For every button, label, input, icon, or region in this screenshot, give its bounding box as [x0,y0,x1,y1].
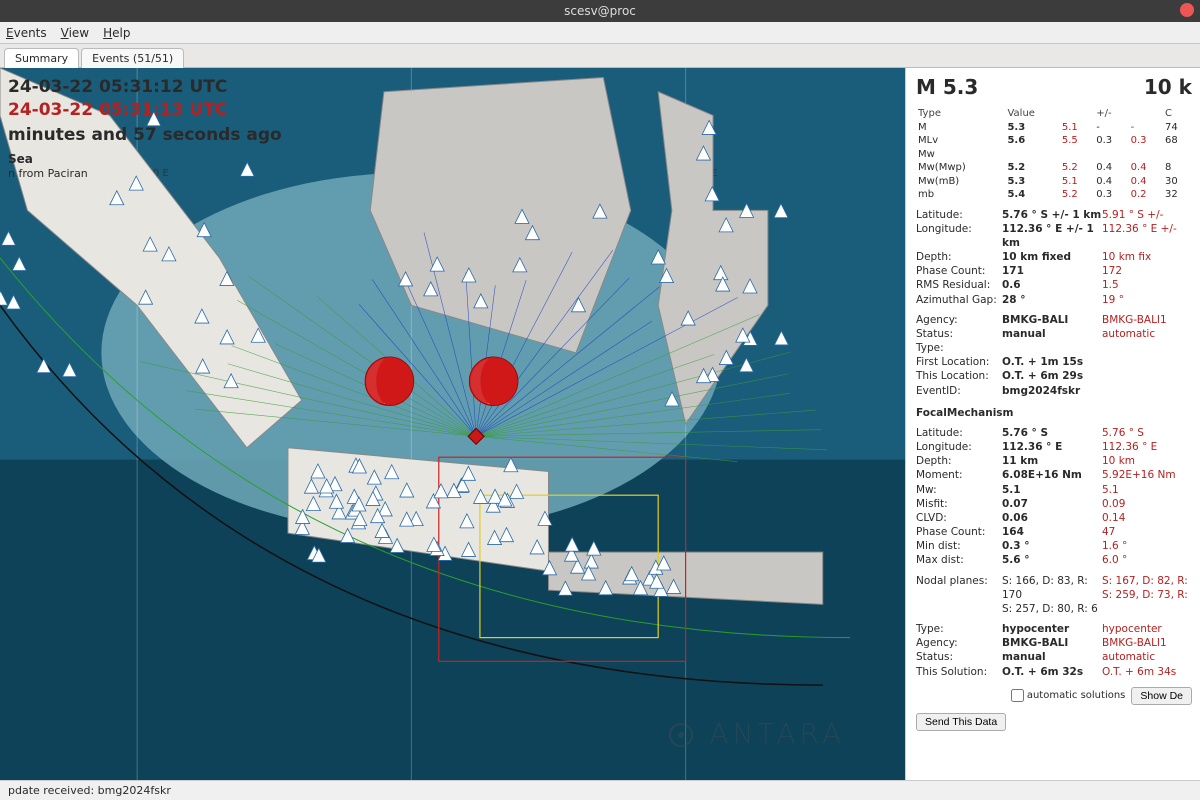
magnitude-table: TypeValue+/-CM5.35.1--74MLv5.65.50.30.36… [916,107,1192,202]
auto-checkbox[interactable]: automatic solutions [1011,689,1126,703]
depth-header: 10 k [1144,74,1192,101]
fm-title: FocalMechanism [916,406,1192,420]
window-titlebar: scesv@proc [0,0,1200,22]
status-bar: pdate received: bmg2024fskr [0,780,1200,800]
hypocenter-section: Latitude:5.76 ° S +/- 1 km5.91 ° S +/-Lo… [916,208,1192,307]
map-pane[interactable]: 24-03-22 05:31:12 UTC 24-03-22 05:31:13 … [0,68,905,780]
origin-time-2: 24-03-22 05:31:13 UTC [8,99,282,122]
origin-section: Agency:BMKG-BALIBMKG-BALI1Status:manuala… [916,313,1192,398]
tab-summary[interactable]: Summary [4,48,79,68]
magnitude-header: M 5.3 [916,74,978,101]
tab-events[interactable]: Events (51/51) [81,48,184,68]
status-text: pdate received: bmg2024fskr [8,784,171,797]
event-distance: n from Paciran [8,167,282,182]
summary-panel: M 5.3 10 k TypeValue+/-CM5.35.1--74MLv5.… [905,68,1200,780]
origin-time-1: 24-03-22 05:31:12 UTC [8,76,282,99]
show-details-button[interactable]: Show De [1131,687,1192,705]
send-button[interactable]: Send This Data [916,713,1006,731]
menu-events[interactable]: Events [6,26,47,40]
menu-bar: Events View Help [0,22,1200,44]
focalmech-section: Latitude:5.76 ° S5.76 ° SLongitude:112.3… [916,426,1192,568]
event-region: Sea [8,151,282,167]
menu-view[interactable]: View [61,26,89,40]
window-title: scesv@proc [564,4,636,18]
event-header: 24-03-22 05:31:12 UTC 24-03-22 05:31:13 … [8,76,282,182]
tail-section: Type:hypocenterhypocenterAgency:BMKG-BAL… [916,622,1192,679]
menu-help[interactable]: Help [103,26,130,40]
auto-checkbox-input[interactable] [1011,689,1024,702]
nodal-section: Nodal planes:S: 166, D: 83, R: 170 S: 25… [916,574,1192,617]
event-age: minutes and 57 seconds ago [8,124,282,147]
tab-bar: Summary Events (51/51) [0,44,1200,68]
close-icon[interactable] [1180,3,1194,17]
